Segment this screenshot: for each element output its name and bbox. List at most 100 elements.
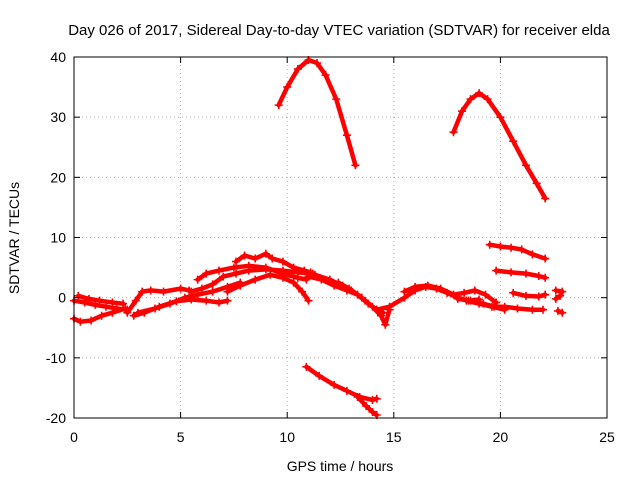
data-point: [223, 287, 232, 296]
data-point: [368, 395, 377, 404]
data-point: [304, 296, 313, 305]
data-point: [325, 275, 334, 284]
y-tick-label: 20: [50, 169, 66, 185]
data-point: [289, 263, 298, 272]
series-arc-7: [510, 290, 548, 299]
y-tick-label: 40: [50, 49, 66, 65]
data-point: [108, 298, 117, 307]
data-point: [528, 305, 537, 314]
data-point: [534, 272, 543, 281]
data-point: [321, 71, 330, 80]
data-point: [112, 304, 121, 313]
data-point: [475, 89, 484, 98]
series-arc-2: [451, 90, 548, 201]
data-point: [553, 306, 562, 315]
data-point: [558, 287, 567, 296]
data-point: [496, 113, 505, 122]
data-point: [261, 249, 270, 258]
data-point: [187, 287, 196, 296]
x-tick-label: 25: [599, 429, 615, 445]
data-point: [313, 59, 322, 68]
data-point: [159, 287, 168, 296]
data-point: [74, 291, 83, 300]
data-point: [261, 263, 270, 272]
series-arc-18: [225, 272, 311, 303]
data-point: [123, 308, 132, 317]
data-point: [381, 320, 390, 329]
data-point: [513, 304, 522, 313]
data-point: [541, 194, 550, 203]
data-point: [300, 266, 309, 275]
data-point: [362, 401, 371, 410]
data-series: [70, 56, 567, 419]
data-point: [342, 386, 351, 395]
data-point: [436, 284, 445, 293]
data-point: [507, 268, 516, 277]
data-point: [400, 287, 409, 296]
data-point: [351, 161, 360, 170]
data-point: [146, 286, 155, 295]
data-point: [101, 302, 110, 311]
data-point: [487, 302, 496, 311]
data-point: [95, 296, 104, 305]
data-point: [377, 311, 386, 320]
data-point: [274, 101, 283, 110]
data-point: [119, 299, 128, 308]
data-point: [368, 407, 377, 416]
series-arc-4: [355, 394, 379, 418]
data-point: [266, 270, 275, 279]
data-point: [165, 299, 174, 308]
data-point: [372, 305, 381, 314]
data-point: [283, 83, 292, 92]
data-point: [315, 371, 324, 380]
data-point: [521, 269, 530, 278]
data-point: [133, 308, 142, 317]
y-tick-label: 10: [50, 230, 66, 246]
data-point: [458, 107, 467, 116]
data-point: [293, 273, 302, 282]
data-point: [214, 298, 223, 307]
data-point: [223, 296, 232, 305]
data-point: [302, 362, 311, 371]
data-point: [483, 95, 492, 104]
data-point: [345, 284, 354, 293]
y-tick-label: 0: [58, 290, 66, 306]
data-point: [332, 95, 341, 104]
data-point: [558, 308, 567, 317]
data-point: [475, 299, 484, 308]
data-point: [208, 280, 217, 289]
data-point: [208, 287, 217, 296]
data-point: [385, 302, 394, 311]
data-point: [84, 294, 93, 303]
data-point: [534, 292, 543, 301]
data-point: [310, 270, 319, 279]
y-axis-title: SDTVAR / TECUs: [6, 182, 22, 294]
x-tick-label: 20: [493, 429, 509, 445]
data-point: [236, 281, 245, 290]
data-point: [423, 281, 432, 290]
x-tick-label: 10: [279, 429, 295, 445]
data-point: [138, 287, 147, 296]
data-point: [193, 275, 202, 284]
data-point: [453, 294, 462, 303]
data-point: [334, 278, 343, 287]
data-point: [532, 179, 541, 188]
data-point: [556, 291, 565, 300]
data-point: [330, 380, 339, 389]
data-point: [449, 290, 458, 299]
data-point: [449, 128, 458, 137]
x-tick-label: 0: [70, 429, 78, 445]
data-point: [470, 286, 479, 295]
data-point: [528, 250, 537, 259]
data-point: [541, 290, 550, 299]
data-point: [353, 392, 362, 401]
data-point: [229, 263, 238, 272]
data-point: [129, 311, 138, 320]
data-point: [298, 287, 307, 296]
data-point: [268, 254, 277, 263]
data-point: [232, 257, 241, 266]
data-point: [521, 291, 530, 300]
series-arc-16: [189, 267, 316, 294]
axis-ticks: 0 5 10 15 20 25 -20 -10 0 10 20 30 40: [46, 49, 615, 445]
